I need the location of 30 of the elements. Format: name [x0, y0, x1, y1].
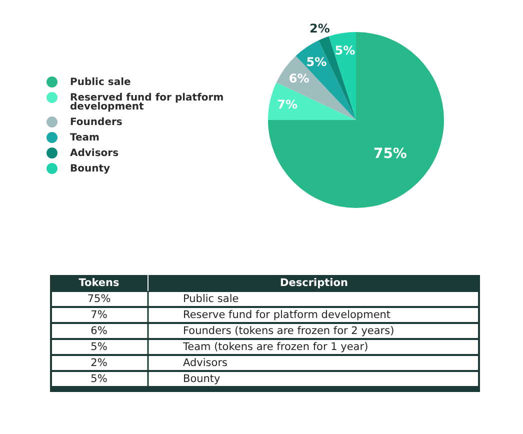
text: Reserve fund for platform development: [183, 309, 391, 321]
text: 75%: [87, 293, 111, 305]
text: Tokens: [78, 277, 120, 289]
legend-label: Team: [70, 132, 100, 143]
data-label: 5%: [334, 43, 356, 58]
text: 6%: [90, 325, 108, 337]
text: Bounty: [183, 373, 220, 385]
text: Founders (tokens are frozen for 2 years): [183, 325, 394, 337]
legend-label: Reserved fund for platform development: [70, 92, 224, 112]
data-label: 6%: [288, 72, 310, 86]
data-label: 2%: [310, 21, 330, 36]
text: Advisors: [183, 357, 228, 369]
text: Public sale: [183, 293, 239, 305]
legend-label: Founders: [70, 116, 122, 128]
legend-label: Public sale: [70, 76, 131, 88]
pie-slice: [328, 32, 356, 120]
text: 2%: [90, 357, 108, 369]
pie-slice: [268, 82, 356, 120]
text: Team (tokens are frozen for 1 year): [182, 341, 368, 353]
pie-slice: [268, 32, 444, 208]
data-label: 5%: [306, 54, 327, 69]
data-label: 7%: [277, 98, 298, 112]
text: 5%: [90, 373, 108, 385]
legend-label: Bounty: [70, 163, 111, 174]
text: 7%: [90, 309, 108, 321]
text: 5%: [90, 341, 108, 353]
data-label: 75%: [373, 146, 407, 162]
legend-label: Advisors: [70, 148, 119, 158]
text: Description: [280, 277, 348, 289]
pie-slice: [276, 56, 356, 120]
